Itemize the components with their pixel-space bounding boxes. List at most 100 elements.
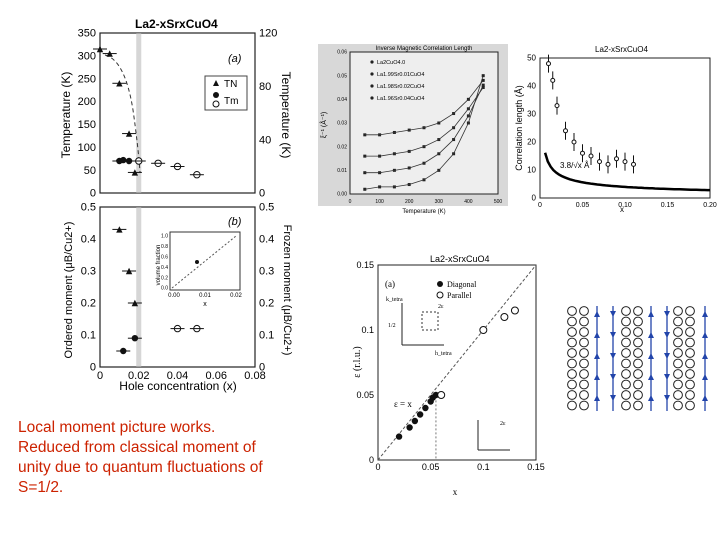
lattice-site — [673, 316, 683, 327]
panel-epsilon-diagonal-line — [377, 264, 537, 461]
panel-b-inset-ylabel: volume fraction — [156, 245, 162, 286]
panel-inverse-xlabel: Temperature (K) — [402, 209, 445, 215]
spin-arrow-head-icon — [594, 311, 600, 317]
y-tick-label: 80 — [259, 81, 271, 93]
y-tick-label: 0.05 — [356, 390, 374, 400]
legend-triangle-icon — [213, 80, 219, 86]
lattice-site — [579, 306, 589, 316]
x-tick-label: 0.05 — [576, 202, 590, 209]
panel-b-marks — [112, 226, 204, 355]
panel-b-inset-xlabel: x — [203, 301, 207, 308]
lattice-site — [685, 348, 695, 358]
x-tick-label: 0.10 — [618, 202, 632, 209]
lattice-site — [673, 337, 683, 348]
y-tick-label: 0 — [259, 188, 265, 200]
panel-epsilon-line-label: ε = x — [394, 399, 412, 409]
lattice-site — [673, 306, 683, 316]
x-tick-label: 0.04 — [167, 370, 188, 382]
panel-corr-frame — [539, 57, 711, 199]
panel-epsilon-title: La2-xSrxCuO4 — [430, 254, 490, 264]
lattice-site — [567, 390, 577, 400]
data-point — [605, 161, 611, 167]
panel-b-y2ticks: 0 0.1 0.2 0.3 0.4 0.5 — [259, 202, 274, 374]
lattice-site — [685, 327, 695, 337]
panel-inverse-frame — [349, 51, 499, 195]
inset-top-half-label: 1/2 — [388, 323, 396, 329]
y-tick-label: 40 — [527, 82, 536, 91]
legend-marker-icon — [370, 72, 374, 76]
x-tick-label: 0.01 — [199, 293, 211, 299]
spin-lattice-diagram — [567, 306, 708, 411]
lattice-site — [567, 379, 577, 390]
data-point — [550, 77, 556, 83]
lattice-site — [567, 400, 577, 411]
spin-arrow-head-icon — [702, 353, 708, 359]
lattice-site — [633, 379, 643, 390]
panel-corr-marks — [546, 54, 636, 174]
legend-label: La1.96Sr0.04CuO4 — [377, 96, 424, 102]
lattice-site — [567, 348, 577, 358]
panel-b-yticks: 0 0.1 0.2 0.3 0.4 0.5 — [81, 202, 96, 374]
series-line — [364, 80, 484, 136]
y-tick-label: 0.5 — [259, 202, 274, 214]
data-point — [563, 128, 568, 134]
lattice-site — [621, 337, 631, 348]
inset-top-h-label: h_tetra — [435, 351, 452, 357]
y-tick-label: 0.2 — [161, 275, 168, 281]
panel-epsilon-label: (a) — [385, 279, 395, 289]
spin-arrow-head-icon — [664, 311, 670, 317]
lattice-site — [685, 400, 695, 411]
data-point — [416, 411, 424, 418]
lattice-site — [579, 337, 589, 348]
panel-inverse-title: Inverse Magnetic Correlation Length — [376, 46, 473, 52]
panel-epsilon-marks — [395, 306, 519, 440]
lattice-site — [579, 379, 589, 390]
lattice-site — [621, 327, 631, 337]
panel-a-legend-box — [204, 75, 248, 111]
data-point — [510, 306, 519, 315]
x-tick-label: 0 — [97, 370, 103, 382]
spin-arrow-head-icon — [610, 332, 616, 338]
lattice-site — [579, 316, 589, 327]
spin-arrow-head-icon — [702, 311, 708, 317]
spin-arrow-head-icon — [594, 395, 600, 401]
y-tick-label: 0.00 — [337, 192, 347, 198]
data-point — [622, 159, 628, 165]
panel-a-legend-tn: TN — [224, 79, 237, 90]
panel-inverse-yticks: 0.00 0.01 0.02 0.03 0.04 0.05 0.06 — [337, 50, 347, 198]
lattice-site — [633, 390, 643, 400]
spin-arrow-head-icon — [648, 374, 654, 380]
spin-arrow-head-icon — [664, 395, 670, 401]
lattice-site — [567, 316, 577, 327]
lattice-site — [579, 369, 589, 379]
lattice-site — [621, 379, 631, 390]
panel-epsilon-inset-bottom: 2ε — [477, 420, 510, 451]
panel-b-inset-frame — [169, 231, 241, 291]
y-tick-label: 0.1 — [259, 330, 274, 342]
panel-corr-fit-curve — [543, 152, 710, 192]
y-tick-label: 0.1 — [81, 330, 96, 342]
spin-arrow-head-icon — [702, 395, 708, 401]
y-tick-label: 0.6 — [161, 254, 168, 260]
lattice-site — [673, 379, 683, 390]
lattice-site — [621, 390, 631, 400]
x-tick-label: 0.02 — [128, 370, 149, 382]
legend-label: La1.99Sr0.01CuO4 — [377, 72, 424, 78]
data-point — [395, 433, 403, 440]
y-tick-label: 150 — [78, 119, 96, 131]
legend-marker-icon — [370, 60, 374, 64]
panel-b-inset-line — [171, 235, 237, 289]
lattice-site — [621, 369, 631, 379]
panel-b-frame — [99, 206, 256, 368]
y-tick-label: 0.8 — [161, 244, 168, 250]
panel-epsilon-yticks: 0 0.05 0.1 0.15 — [356, 260, 374, 465]
lattice-site — [673, 390, 683, 400]
spin-arrow-head-icon — [648, 395, 654, 401]
y-tick-label: 0.4 — [161, 265, 168, 271]
panel-b-label: (b) — [228, 216, 242, 228]
lattice-site — [685, 306, 695, 316]
y-tick-label: 0.1 — [361, 325, 374, 335]
spin-arrow-head-icon — [610, 395, 616, 401]
lattice-site — [685, 390, 695, 400]
